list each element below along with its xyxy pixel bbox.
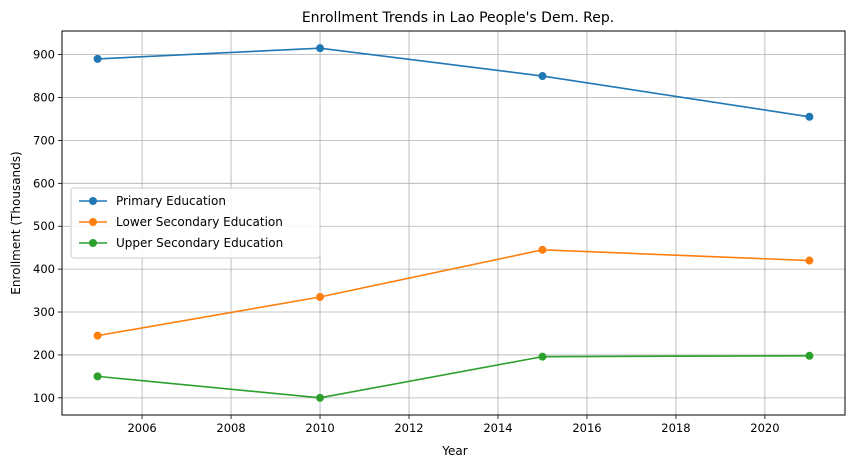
y-tick-label: 300	[33, 305, 55, 319]
x-tick-label: 2018	[661, 421, 690, 435]
legend-item: Primary Education	[79, 194, 226, 208]
legend-label: Upper Secondary Education	[116, 236, 283, 250]
data-point	[316, 44, 325, 53]
data-point	[316, 393, 325, 402]
series-line	[97, 249, 810, 337]
series-line	[97, 47, 810, 118]
legend: Primary Education Lower Secondary Educati…	[70, 187, 321, 259]
x-tick-label: 2006	[127, 421, 156, 435]
x-axis-label: Year	[441, 444, 467, 458]
y-axis: 100 200 300 400 500 600 700 800 900	[33, 48, 62, 405]
y-tick-label: 600	[33, 176, 55, 190]
data-point	[805, 256, 814, 265]
legend-item: Lower Secondary Education	[79, 215, 283, 229]
x-tick-label: 2014	[483, 421, 512, 435]
x-tick-label: 2010	[305, 421, 334, 435]
legend-box	[70, 187, 321, 259]
data-point	[538, 245, 547, 254]
legend-marker	[89, 239, 97, 247]
y-tick-label: 700	[33, 133, 55, 147]
data-point	[316, 293, 325, 302]
legend-label: Primary Education	[116, 194, 226, 208]
y-tick-label: 200	[33, 348, 55, 362]
data-point	[538, 72, 547, 81]
data-point	[805, 351, 814, 360]
y-tick-label: 900	[33, 48, 55, 62]
y-tick-label: 500	[33, 219, 55, 233]
data-point	[805, 112, 814, 121]
y-tick-label: 800	[33, 91, 55, 105]
x-axis: 2006 2008 2010 2012 2014 2016 2018 2020	[127, 415, 780, 435]
y-axis-label: Enrollment (Thousands)	[9, 151, 23, 294]
x-tick-label: 2012	[394, 421, 423, 435]
data-point	[93, 372, 102, 381]
legend-marker	[89, 197, 97, 205]
chart-title: Enrollment Trends in Lao People's Dem. R…	[302, 10, 614, 26]
series-1	[93, 44, 814, 121]
y-tick-label: 400	[33, 262, 55, 276]
data-point	[93, 331, 102, 340]
x-tick-label: 2020	[750, 421, 779, 435]
data-point	[93, 54, 102, 63]
data-point	[538, 352, 547, 361]
legend-label: Lower Secondary Education	[116, 215, 283, 229]
series-2	[93, 245, 814, 340]
series-line	[97, 354, 810, 399]
series-layer	[93, 44, 814, 402]
plot-area-frame	[61, 30, 846, 416]
x-tick-label: 2016	[572, 421, 601, 435]
series-3	[93, 351, 814, 402]
legend-marker	[89, 218, 97, 226]
y-tick-label: 100	[33, 391, 55, 405]
legend-item: Upper Secondary Education	[79, 236, 283, 250]
gridlines	[62, 31, 845, 415]
x-tick-label: 2008	[216, 421, 245, 435]
